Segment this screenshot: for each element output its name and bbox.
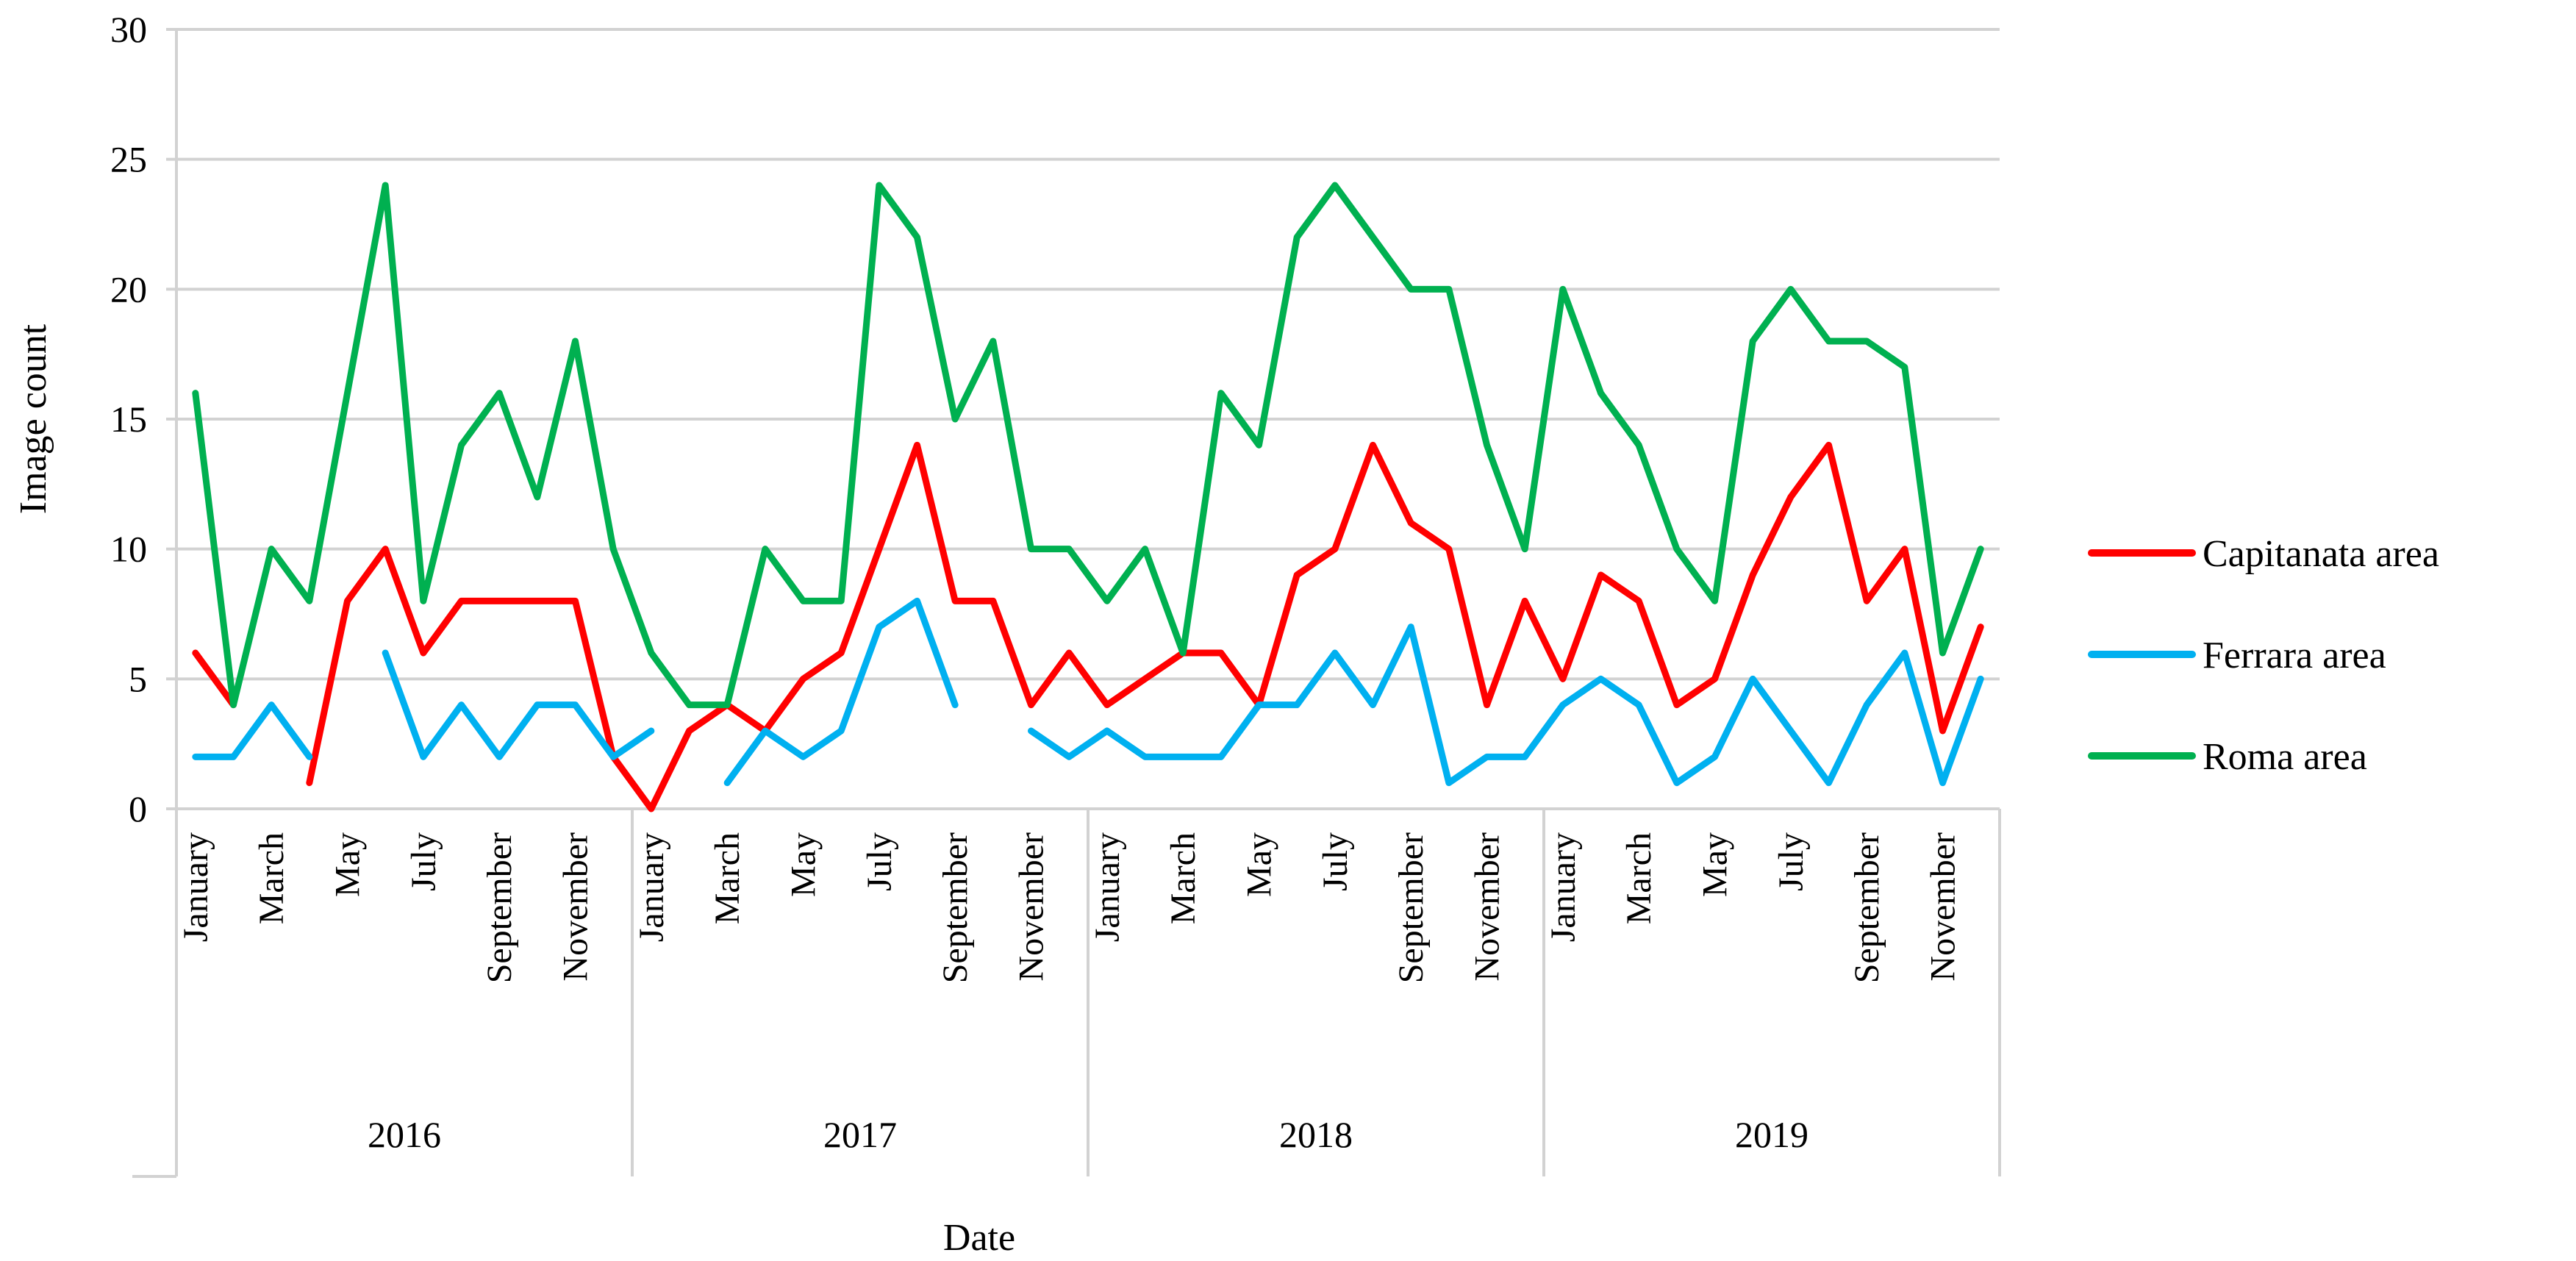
series-line-roma-area	[192, 182, 1984, 709]
legend-item-capitanata-area: Capitanata area	[2088, 533, 2439, 575]
month-label-2019-July: July	[1772, 832, 1811, 891]
month-label-2017-September: September	[936, 832, 975, 983]
y-tick-label-30: 30	[110, 9, 147, 50]
month-label-2017-November: November	[1012, 832, 1051, 982]
y-tick-label-25: 25	[110, 139, 147, 180]
y-tick-label-5: 5	[129, 658, 147, 699]
month-label-2018-March: March	[1164, 832, 1203, 924]
y-tick-label-10: 10	[110, 529, 147, 570]
series-lines	[192, 182, 1984, 812]
month-label-2017-March: March	[708, 832, 747, 924]
legend-label: Roma area	[2203, 736, 2367, 778]
month-label-2019-November: November	[1924, 832, 1963, 982]
year-label-2019: 2019	[1735, 1114, 1808, 1155]
legend-label: Ferrara area	[2203, 635, 2386, 676]
y-axis-title: Image count	[12, 324, 54, 514]
axes-and-dividers	[132, 28, 2001, 1178]
series-line-ferrara-area	[723, 597, 959, 787]
month-label-2017-May: May	[784, 832, 823, 897]
month-label-2018-May: May	[1240, 832, 1279, 897]
month-label-2018-November: November	[1468, 832, 1507, 982]
month-label-2019-September: September	[1847, 832, 1886, 983]
x-axis-title: Date	[943, 1217, 1015, 1257]
month-label-2018-January: January	[1088, 832, 1127, 942]
year-label-2018: 2018	[1279, 1114, 1353, 1155]
y-axis-tick-labels: 0 5 10 15 20 25 30	[110, 9, 147, 829]
month-label-2016-November: November	[557, 832, 595, 982]
legend-item-ferrara-area: Ferrara area	[2088, 635, 2386, 676]
month-label-2019-May: May	[1696, 832, 1735, 897]
series-line-capitanata-area	[192, 649, 237, 709]
y-tick-label-15: 15	[110, 399, 147, 440]
month-label-2017-January: January	[632, 832, 671, 942]
month-label-2019-March: March	[1620, 832, 1659, 924]
month-label-2017-July: July	[860, 832, 899, 891]
series-line-capitanata-area	[306, 441, 1984, 812]
gridlines	[176, 28, 2000, 810]
year-label-2017: 2017	[823, 1114, 897, 1155]
legend: Capitanata area Ferrara area Roma area	[2088, 533, 2439, 778]
series-line-ferrara-area	[192, 701, 313, 760]
month-label-2018-July: July	[1316, 832, 1355, 891]
month-label-2016-May: May	[329, 832, 368, 897]
y-tick-label-0: 0	[129, 788, 147, 829]
month-label-2016-July: July	[404, 832, 443, 891]
x-axis-year-labels: 2016 2017 2018 2019	[368, 1114, 1808, 1155]
x-axis-month-labels: January March May July September November Janu…	[176, 832, 1963, 983]
year-label-2016: 2016	[368, 1114, 441, 1155]
month-label-2019-January: January	[1544, 832, 1583, 942]
legend-label: Capitanata area	[2203, 533, 2439, 575]
month-label-2016-March: March	[252, 832, 291, 924]
legend-item-roma-area: Roma area	[2088, 736, 2367, 778]
month-label-2018-September: September	[1392, 832, 1431, 983]
y-tick-label-20: 20	[110, 268, 147, 310]
series-line-ferrara-area	[382, 649, 655, 760]
series-line-ferrara-area	[1028, 624, 1984, 787]
month-label-2016-January: January	[176, 832, 215, 942]
month-label-2016-September: September	[480, 832, 519, 983]
